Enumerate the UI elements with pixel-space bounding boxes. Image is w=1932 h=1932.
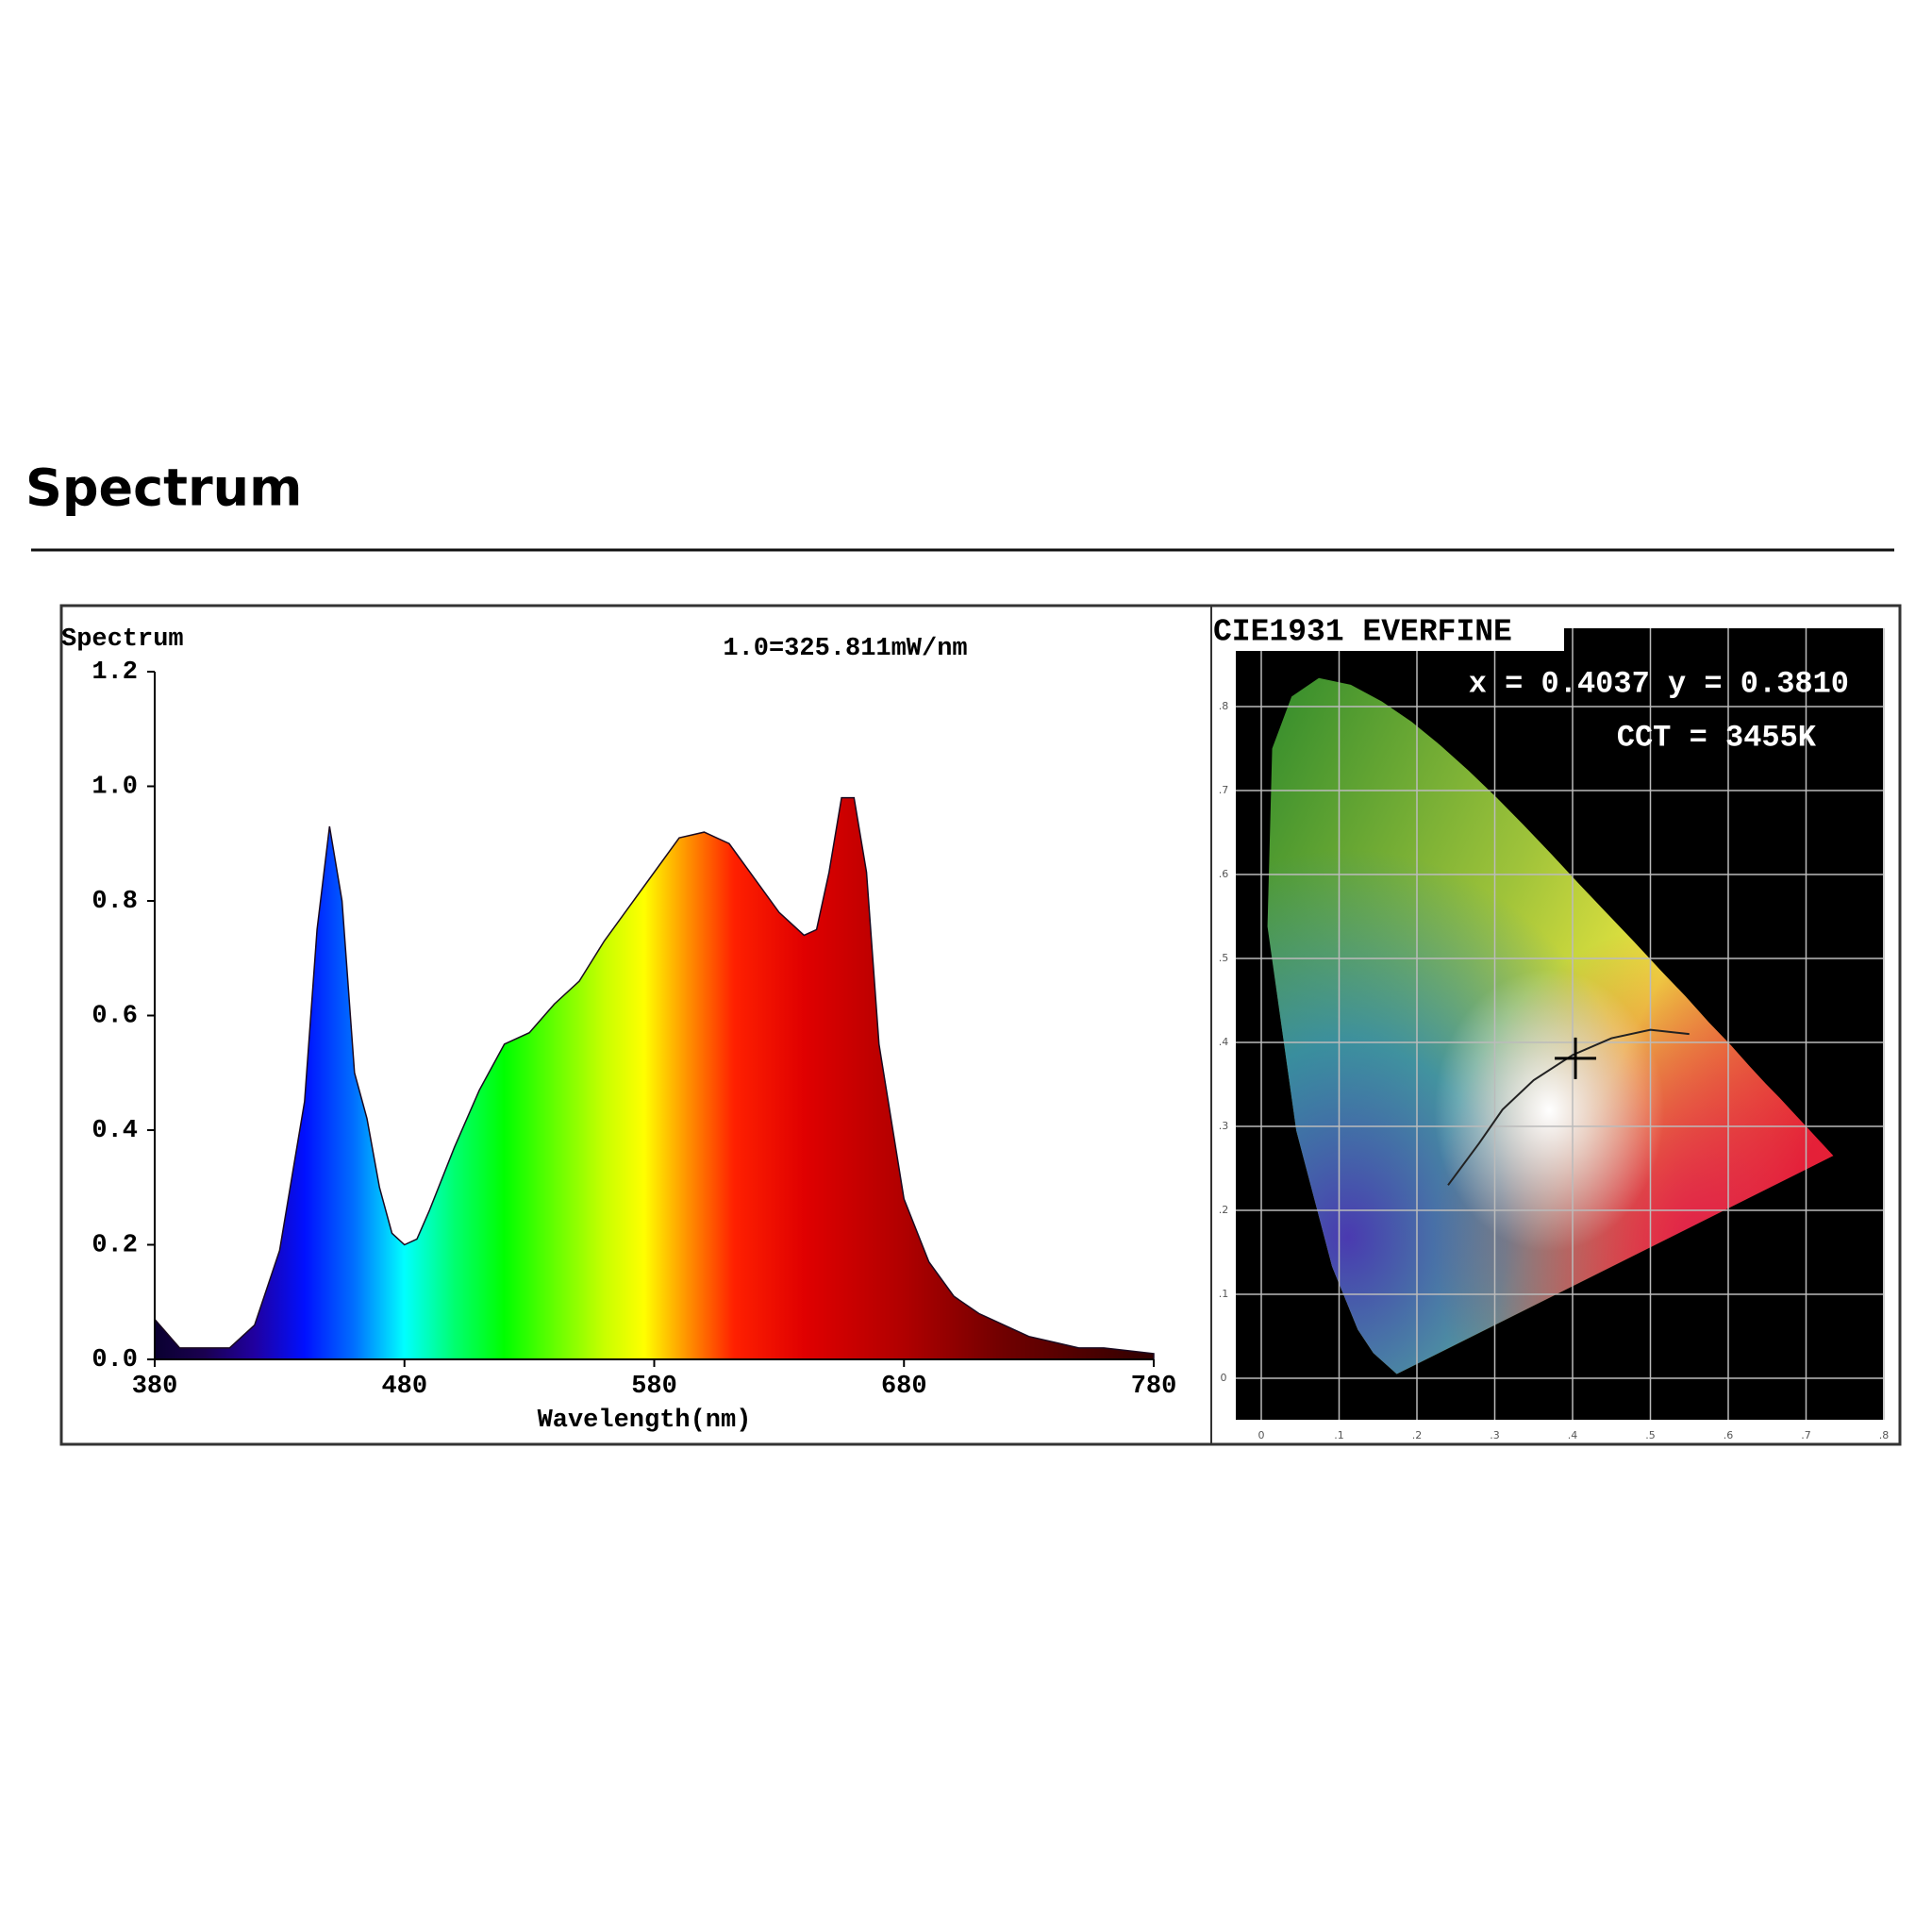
y-tick-label: 0 — [1221, 1372, 1227, 1384]
scale-annotation: 1.0=325.811mW/nm — [723, 635, 967, 663]
y-tick-label: 0.8 — [92, 888, 138, 916]
x-tick-label: 380 — [132, 1373, 178, 1401]
x-tick-label: .7 — [1801, 1429, 1811, 1441]
x-tick-label: .3 — [1490, 1429, 1500, 1441]
x-tick-label: 580 — [631, 1373, 677, 1401]
x-tick-label: .2 — [1412, 1429, 1423, 1441]
chart-title: Spectrum — [61, 625, 184, 654]
cct-annotation: CCT = 3455K — [1617, 720, 1817, 755]
y-tick-label: .3 — [1219, 1120, 1229, 1132]
chromaticity-point — [1555, 1037, 1597, 1079]
x-tick-label: 680 — [881, 1373, 927, 1401]
y-tick-label: .1 — [1219, 1288, 1229, 1300]
y-tick-label: 1.0 — [92, 774, 138, 802]
y-tick-label: .4 — [1219, 1036, 1229, 1048]
planckian-locus — [1447, 1028, 1690, 1186]
y-tick-label: 1.2 — [92, 658, 138, 687]
y-tick-label: .8 — [1219, 700, 1229, 712]
x-tick-label: .6 — [1724, 1429, 1734, 1441]
x-tick-label: .5 — [1645, 1429, 1656, 1441]
spectrum-area — [154, 796, 1155, 1360]
y-tick-label: 0.2 — [92, 1232, 138, 1260]
x-tick-label: 480 — [381, 1373, 427, 1401]
y-tick-label: .6 — [1219, 868, 1229, 880]
x-axis-label: Wavelength(nm) — [538, 1407, 752, 1435]
title-background — [1213, 613, 1564, 651]
y-tick-label: 0.0 — [92, 1346, 138, 1374]
x-tick-label: 0 — [1258, 1429, 1265, 1441]
y-tick-label: .7 — [1219, 784, 1229, 796]
x-tick-label: .8 — [1879, 1429, 1890, 1441]
x-tick-label: .1 — [1334, 1429, 1344, 1441]
spectrum-panel: Spectrum 1.0=325.811mW/nm Wavelength(nm)… — [61, 625, 1176, 1435]
x-tick-label: 780 — [1131, 1373, 1177, 1401]
y-tick-label: 0.6 — [92, 1003, 138, 1031]
cie-panel: 0 .1 .2 .3 .4 .5 .6 .7 .8 0 .1 .2 .3 .4 .5 .6 .7 .8 CIE193… — [1213, 613, 1889, 1441]
chromaticity-annotation: x = 0.4037 y = 0.3810 — [1469, 666, 1849, 701]
y-tick-label: .5 — [1219, 952, 1229, 964]
y-tick-label: 0.4 — [92, 1117, 138, 1145]
y-tick-label: .2 — [1219, 1204, 1229, 1216]
x-tick-label: .4 — [1568, 1429, 1578, 1441]
chart-title: CIE1931 EVERFINE — [1213, 615, 1512, 650]
page-heading: Spectrum — [25, 458, 302, 518]
